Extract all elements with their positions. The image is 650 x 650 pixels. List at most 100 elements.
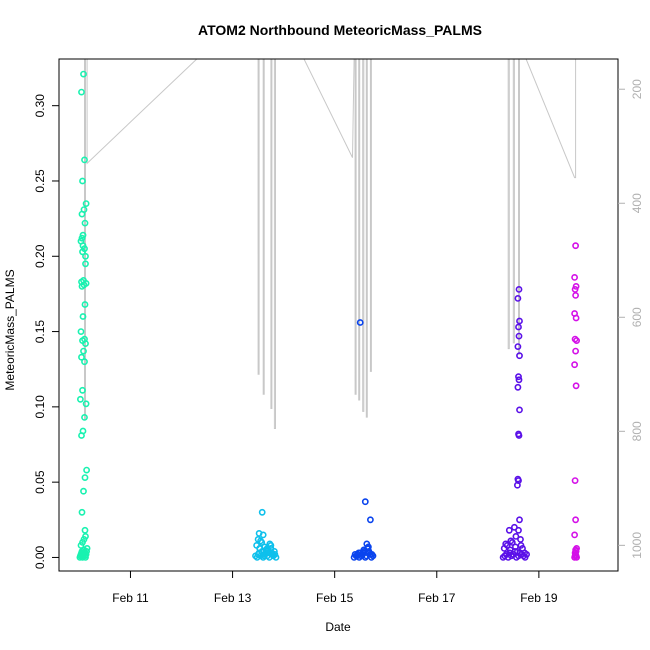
data-point-series-1 (82, 200, 90, 207)
data-point-series-4 (516, 317, 523, 325)
data-point-series-1 (79, 386, 86, 394)
data-point-series-1 (82, 260, 89, 268)
data-point-series-1 (81, 358, 88, 366)
y-tick-label: 0.05 (33, 470, 47, 494)
data-point-series-2 (271, 551, 279, 558)
data-point-series-1 (79, 427, 87, 435)
y2-tick-label: 400 (630, 193, 644, 213)
plot-frame (58, 58, 619, 572)
data-point-series-4 (506, 546, 514, 554)
data-point-series-4 (516, 352, 523, 360)
data-point-series-5 (571, 531, 578, 539)
data-point-series-5 (571, 477, 579, 484)
data-point-series-4 (514, 343, 522, 350)
data-point-series-3 (366, 516, 374, 524)
data-point-series-1 (77, 395, 84, 403)
data-point-series-1 (83, 545, 91, 552)
altitude-profile-layer (82, 58, 577, 429)
secondary-y-axis: 200 400 600 800 1000 (618, 79, 644, 559)
data-point-series-1 (81, 413, 88, 421)
data-point-series-5 (572, 516, 579, 524)
data-point-series-1 (80, 347, 87, 355)
data-point-series-1 (83, 466, 90, 474)
data-point-series-1 (82, 252, 89, 260)
data-point-series-5 (571, 310, 578, 317)
x-axis-label: Date (325, 620, 351, 634)
data-point-series-5 (572, 546, 579, 554)
data-point-series-2 (257, 537, 264, 545)
data-point-series-5 (572, 382, 580, 390)
data-point-series-4 (515, 285, 523, 293)
data-point-series-3 (358, 551, 366, 558)
data-point-series-5 (573, 337, 580, 344)
data-point-series-1 (80, 70, 87, 78)
data-point-series-1 (79, 313, 87, 320)
data-point-series-2 (258, 508, 266, 516)
data-point-series-2 (260, 552, 268, 560)
data-point-series-4 (515, 323, 522, 331)
data-point-series-4 (505, 526, 513, 534)
data-point-series-1 (82, 400, 90, 408)
data-point-series-1 (80, 487, 87, 495)
data-point-series-2 (263, 545, 271, 552)
data-point-series-1 (83, 548, 90, 555)
x-axis: Feb 11 Feb 13 Feb 15 Feb 17 Feb 19 (112, 570, 558, 605)
x-tick-label: Feb 17 (418, 591, 456, 605)
data-point-series-4 (516, 406, 523, 414)
data-point-series-1 (78, 353, 85, 361)
data-point-series-4 (516, 516, 523, 524)
data-point-series-1 (80, 206, 88, 213)
data-point-series-4 (515, 332, 523, 340)
y-tick-label: 0.10 (33, 395, 47, 419)
data-point-series-4 (514, 383, 522, 391)
x-tick-label: Feb 11 (112, 591, 149, 605)
data-point-series-1 (80, 276, 87, 284)
data-point-series-1 (81, 301, 89, 308)
x-tick-label: Feb 13 (214, 591, 252, 605)
data-points-layer (76, 70, 580, 561)
y-tick-label: 0.20 (33, 244, 47, 268)
data-point-series-4 (515, 526, 522, 534)
data-point-series-4 (517, 536, 524, 543)
data-point-series-1 (82, 551, 90, 558)
data-point-series-1 (79, 177, 86, 185)
data-point-series-1 (78, 508, 86, 516)
data-point-series-4 (515, 376, 523, 384)
data-point-series-5 (571, 549, 579, 557)
data-point-series-5 (572, 282, 580, 290)
altitude-profile-line (82, 58, 577, 429)
y-tick-label: 0.00 (33, 545, 47, 569)
data-point-series-4 (507, 537, 515, 545)
y-tick-label: 0.15 (33, 320, 47, 344)
data-point-series-1 (77, 328, 85, 335)
y2-tick-label: 1000 (630, 532, 644, 559)
data-point-series-5 (572, 242, 579, 250)
data-point-series-4 (514, 475, 522, 483)
data-point-series-4 (502, 540, 510, 548)
data-point-series-3 (363, 545, 371, 552)
y-tick-label: 0.25 (33, 169, 47, 193)
data-point-series-5 (572, 552, 580, 560)
data-point-series-3 (368, 551, 376, 558)
y-tick-label: 0.30 (33, 94, 47, 118)
data-point-series-4 (515, 430, 522, 438)
data-point-series-1 (82, 554, 89, 561)
data-point-series-4 (503, 542, 511, 549)
data-point-series-5 (571, 335, 579, 343)
data-point-series-1 (81, 474, 89, 481)
data-point-series-4 (512, 533, 520, 540)
data-point-series-4 (515, 373, 522, 381)
data-point-series-5 (572, 291, 579, 299)
data-point-series-5 (571, 285, 579, 293)
data-point-series-4 (514, 548, 521, 555)
data-point-series-4 (517, 542, 525, 549)
data-point-series-4 (508, 539, 516, 546)
data-point-series-1 (79, 242, 87, 250)
x-tick-label: Feb 15 (316, 591, 354, 605)
y2-tick-label: 800 (630, 421, 644, 441)
data-point-series-2 (255, 530, 263, 537)
data-point-series-1 (82, 533, 89, 540)
data-point-series-3 (356, 319, 364, 326)
chart-title: ATOM2 Northbound MeteoricMass_PALMS (198, 22, 482, 38)
y-axis-label: MeteoricMass_PALMS (3, 269, 17, 390)
